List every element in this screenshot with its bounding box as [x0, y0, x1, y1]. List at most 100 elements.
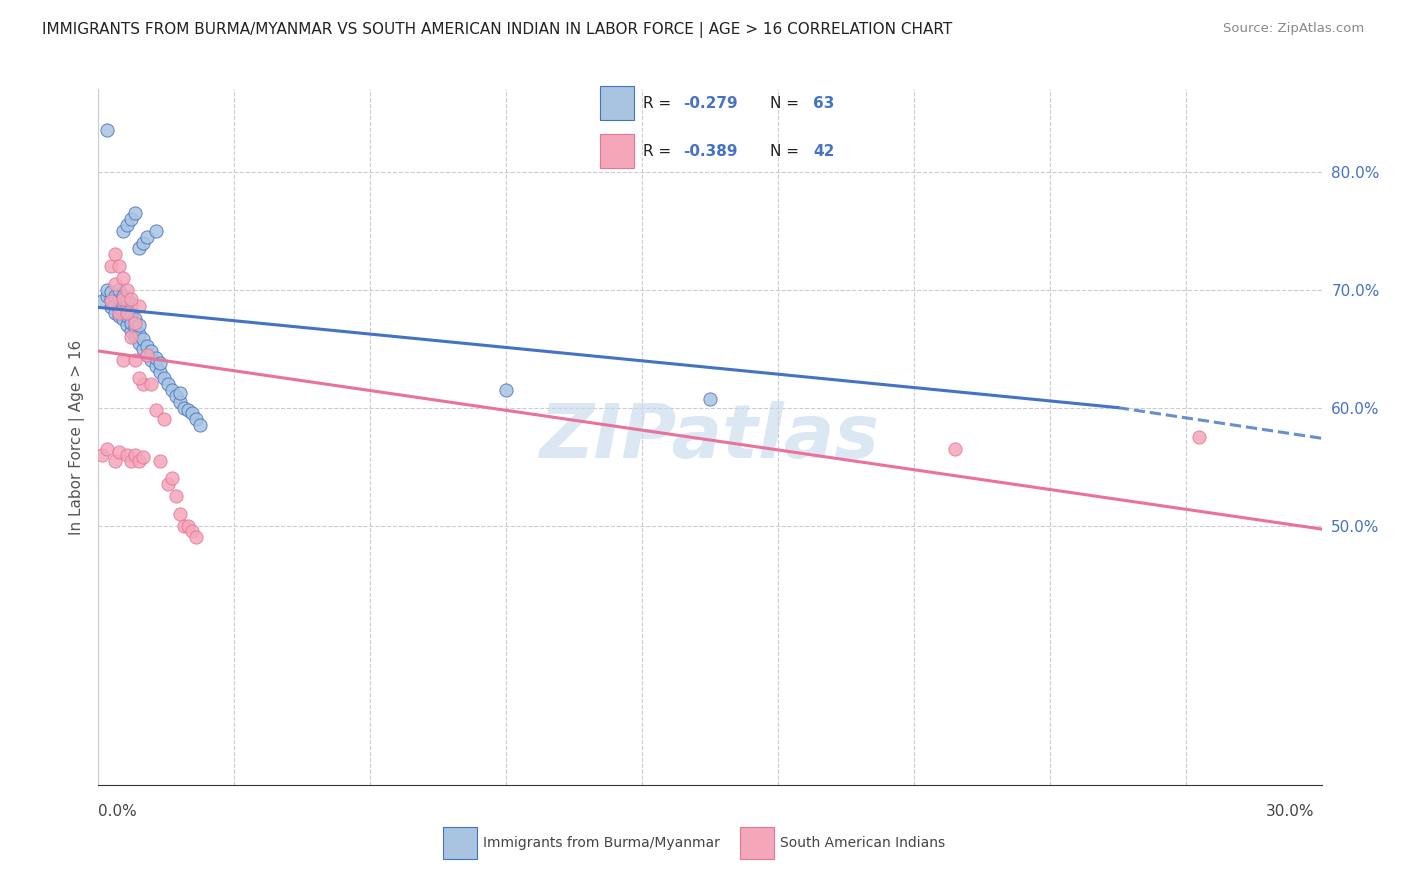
Point: [128, 335, 150, 350]
Point: [186, 530, 208, 544]
Text: N =: N =: [770, 145, 804, 160]
Point: [111, 292, 134, 306]
Text: N =: N =: [770, 96, 804, 111]
Point: [115, 218, 138, 232]
Point: [177, 403, 200, 417]
Point: [128, 299, 150, 313]
Point: [149, 365, 172, 379]
Point: [156, 477, 179, 491]
Point: [108, 292, 131, 306]
Point: [124, 448, 146, 462]
Point: [120, 316, 142, 330]
FancyBboxPatch shape: [443, 828, 477, 858]
Point: [156, 377, 179, 392]
Point: [115, 448, 138, 462]
Point: [141, 353, 163, 368]
Point: [120, 306, 142, 320]
Point: [100, 294, 122, 309]
Point: [91, 294, 114, 309]
Point: [111, 224, 134, 238]
Point: [173, 401, 195, 415]
Point: [181, 407, 204, 421]
Point: [111, 288, 134, 302]
Point: [108, 309, 131, 323]
Point: [160, 471, 183, 485]
Point: [108, 306, 131, 320]
Text: South American Indians: South American Indians: [780, 836, 945, 850]
Point: [115, 318, 138, 332]
Text: -0.389: -0.389: [683, 145, 738, 160]
Point: [699, 392, 721, 407]
Point: [128, 318, 150, 332]
Point: [100, 285, 122, 299]
Point: [141, 377, 163, 392]
FancyBboxPatch shape: [600, 87, 634, 120]
Text: R =: R =: [643, 145, 676, 160]
Point: [115, 283, 138, 297]
Point: [100, 259, 122, 273]
Point: [120, 297, 142, 311]
Point: [104, 277, 127, 291]
Point: [128, 327, 150, 342]
Point: [132, 332, 155, 346]
Point: [104, 247, 127, 261]
Point: [96, 288, 118, 302]
Point: [132, 235, 155, 250]
Point: [120, 324, 142, 338]
Point: [111, 312, 134, 326]
Point: [108, 445, 131, 459]
Point: [160, 383, 183, 397]
Point: [96, 283, 118, 297]
Point: [96, 442, 118, 456]
Text: ZIPatlas: ZIPatlas: [540, 401, 880, 474]
Point: [152, 371, 174, 385]
FancyBboxPatch shape: [600, 135, 634, 168]
Point: [169, 386, 191, 401]
Point: [149, 356, 172, 370]
Point: [91, 448, 114, 462]
Y-axis label: In Labor Force | Age > 16: In Labor Force | Age > 16: [69, 340, 84, 534]
Point: [115, 301, 138, 315]
Point: [124, 353, 146, 368]
Point: [120, 292, 142, 306]
Point: [104, 288, 127, 302]
Point: [128, 371, 150, 385]
Point: [120, 330, 142, 344]
Point: [943, 442, 966, 456]
Point: [111, 353, 134, 368]
Point: [104, 306, 127, 320]
Point: [124, 312, 146, 326]
Point: [132, 342, 155, 356]
Point: [173, 518, 195, 533]
Point: [165, 389, 187, 403]
Point: [108, 259, 131, 273]
Point: [152, 412, 174, 426]
Point: [181, 524, 204, 539]
Point: [104, 453, 127, 467]
Point: [149, 453, 172, 467]
Point: [495, 383, 517, 397]
Point: [111, 297, 134, 311]
Point: [145, 403, 167, 417]
Point: [115, 309, 138, 323]
Text: 63: 63: [813, 96, 835, 111]
Point: [96, 123, 118, 137]
Point: [165, 489, 187, 503]
Point: [100, 301, 122, 315]
Text: Immigrants from Burma/Myanmar: Immigrants from Burma/Myanmar: [484, 836, 720, 850]
Point: [104, 297, 127, 311]
Point: [136, 347, 159, 361]
Point: [111, 304, 134, 318]
Point: [145, 351, 167, 365]
Point: [169, 394, 191, 409]
Point: [186, 412, 208, 426]
Text: Source: ZipAtlas.com: Source: ZipAtlas.com: [1223, 22, 1364, 36]
Point: [128, 453, 150, 467]
Point: [1188, 430, 1211, 444]
Text: 0.0%: 0.0%: [98, 805, 138, 819]
Point: [177, 518, 200, 533]
Point: [111, 271, 134, 285]
Point: [124, 206, 146, 220]
Point: [120, 453, 142, 467]
FancyBboxPatch shape: [740, 828, 775, 858]
